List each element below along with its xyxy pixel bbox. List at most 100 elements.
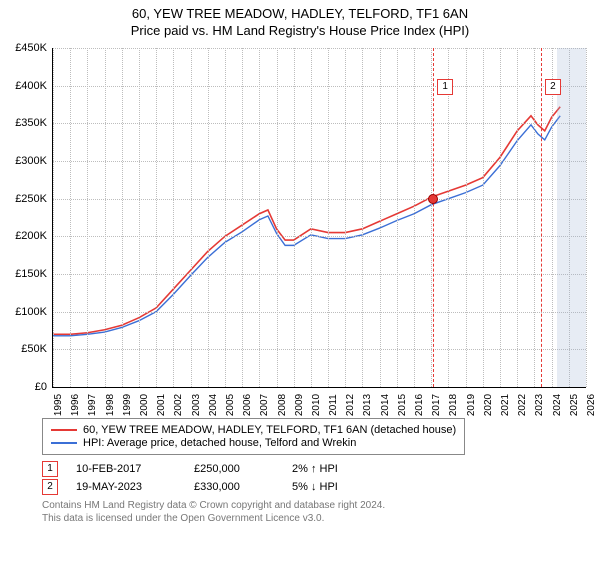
credits: Contains HM Land Registry data © Crown c… xyxy=(42,499,586,525)
event-marker: 2 xyxy=(545,79,561,95)
grid-v xyxy=(534,48,535,387)
x-axis-label: 2012 xyxy=(345,394,356,416)
x-axis-label: 2019 xyxy=(466,394,477,416)
grid-v xyxy=(431,48,432,387)
legend-label: HPI: Average price, detached house, Telf… xyxy=(83,437,356,449)
grid-v xyxy=(105,48,106,387)
chart-area: £0£50K£100K£150K£200K£250K£300K£350K£400… xyxy=(52,48,586,408)
grid-v xyxy=(552,48,553,387)
grid-v xyxy=(380,48,381,387)
grid-v xyxy=(208,48,209,387)
grid-h xyxy=(53,48,586,49)
grid-v xyxy=(70,48,71,387)
x-axis-label: 2020 xyxy=(483,394,494,416)
legend-swatch xyxy=(51,442,77,444)
grid-v xyxy=(362,48,363,387)
event-number-box: 1 xyxy=(42,461,58,477)
grid-v xyxy=(517,48,518,387)
x-axis-label: 2013 xyxy=(362,394,373,416)
grid-h xyxy=(53,312,586,313)
grid-v xyxy=(466,48,467,387)
chart-svg xyxy=(53,48,586,387)
plot-region: £0£50K£100K£150K£200K£250K£300K£350K£400… xyxy=(52,48,586,388)
x-axis-label: 2014 xyxy=(380,394,391,416)
grid-v xyxy=(328,48,329,387)
y-axis-label: £100K xyxy=(15,306,47,318)
x-axis-label: 2005 xyxy=(225,394,236,416)
x-axis-label: 2010 xyxy=(311,394,322,416)
y-axis-label: £350K xyxy=(15,117,47,129)
x-axis-label: 1999 xyxy=(122,394,133,416)
x-axis-label: 2023 xyxy=(534,394,545,416)
x-axis-label: 2000 xyxy=(139,394,150,416)
legend: 60, YEW TREE MEADOW, HADLEY, TELFORD, TF… xyxy=(42,418,465,455)
y-axis-label: £150K xyxy=(15,268,47,280)
credit-line2: This data is licensed under the Open Gov… xyxy=(42,512,586,525)
x-axis-label: 2016 xyxy=(414,394,425,416)
event-line xyxy=(433,48,434,387)
x-axis-label: 2003 xyxy=(191,394,202,416)
x-axis-label: 2007 xyxy=(259,394,270,416)
series-hpi xyxy=(53,116,560,336)
grid-h xyxy=(53,236,586,237)
grid-v xyxy=(139,48,140,387)
event-dot xyxy=(428,194,438,204)
x-axis-label: 2025 xyxy=(569,394,580,416)
grid-v xyxy=(191,48,192,387)
x-axis-label: 2009 xyxy=(294,394,305,416)
grid-v xyxy=(500,48,501,387)
grid-v xyxy=(225,48,226,387)
grid-v xyxy=(586,48,587,387)
legend-swatch xyxy=(51,429,77,431)
x-axis-label: 2024 xyxy=(552,394,563,416)
grid-v xyxy=(294,48,295,387)
title-line1: 60, YEW TREE MEADOW, HADLEY, TELFORD, TF… xyxy=(0,6,600,21)
grid-h xyxy=(53,86,586,87)
forecast-shade xyxy=(557,48,586,387)
y-axis-label: £300K xyxy=(15,155,47,167)
grid-v xyxy=(173,48,174,387)
grid-v xyxy=(448,48,449,387)
grid-v xyxy=(345,48,346,387)
grid-v xyxy=(311,48,312,387)
grid-v xyxy=(122,48,123,387)
x-axis-label: 2022 xyxy=(517,394,528,416)
grid-h xyxy=(53,349,586,350)
series-property xyxy=(53,107,560,335)
x-axis-label: 2018 xyxy=(448,394,459,416)
event-price: £250,000 xyxy=(194,463,274,475)
y-axis-label: £0 xyxy=(35,381,47,393)
grid-v xyxy=(242,48,243,387)
grid-v xyxy=(397,48,398,387)
legend-label: 60, YEW TREE MEADOW, HADLEY, TELFORD, TF… xyxy=(83,424,456,436)
event-price: £330,000 xyxy=(194,481,274,493)
event-marker: 1 xyxy=(437,79,453,95)
x-axis-label: 2001 xyxy=(156,394,167,416)
event-line xyxy=(541,48,542,387)
event-date: 10-FEB-2017 xyxy=(76,463,176,475)
x-axis-label: 2026 xyxy=(586,394,597,416)
x-axis-label: 1997 xyxy=(87,394,98,416)
event-number-box: 2 xyxy=(42,479,58,495)
y-axis-label: £450K xyxy=(15,42,47,54)
grid-h xyxy=(53,161,586,162)
event-table: 110-FEB-2017£250,0002% ↑ HPI219-MAY-2023… xyxy=(42,461,586,495)
chart-title: 60, YEW TREE MEADOW, HADLEY, TELFORD, TF… xyxy=(0,6,600,38)
event-row: 110-FEB-2017£250,0002% ↑ HPI xyxy=(42,461,586,477)
x-axis-label: 2008 xyxy=(277,394,288,416)
credit-line1: Contains HM Land Registry data © Crown c… xyxy=(42,499,586,512)
x-axis-label: 2017 xyxy=(431,394,442,416)
legend-item: HPI: Average price, detached house, Telf… xyxy=(51,437,456,449)
event-date: 19-MAY-2023 xyxy=(76,481,176,493)
grid-v xyxy=(414,48,415,387)
grid-h xyxy=(53,199,586,200)
x-axis-label: 2021 xyxy=(500,394,511,416)
y-axis-label: £50K xyxy=(21,343,47,355)
x-axis-label: 2006 xyxy=(242,394,253,416)
grid-v xyxy=(156,48,157,387)
x-axis-label: 2004 xyxy=(208,394,219,416)
grid-v xyxy=(483,48,484,387)
grid-v xyxy=(53,48,54,387)
y-axis-label: £200K xyxy=(15,230,47,242)
x-axis-label: 2002 xyxy=(173,394,184,416)
